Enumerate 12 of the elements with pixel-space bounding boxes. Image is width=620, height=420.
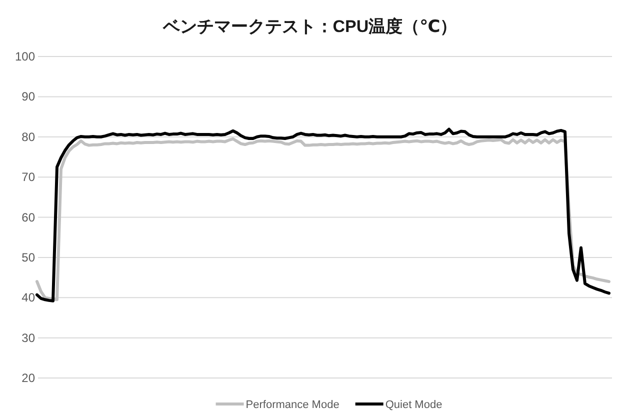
legend-label: Performance Mode — [246, 399, 340, 411]
ytick-label: 40 — [22, 290, 35, 305]
ytick-label: 50 — [22, 250, 35, 264]
ytick-label: 70 — [22, 170, 35, 184]
title: ベンチマークテスト：CPU温度（℃） — [162, 17, 458, 36]
ytick-label: 90 — [22, 90, 35, 104]
ytick-label: 100 — [14, 50, 35, 64]
ytick-label: 30 — [22, 330, 35, 345]
ytick-label: 60 — [22, 210, 35, 224]
ytick-label: 80 — [22, 130, 35, 144]
ytick-label: 20 — [22, 371, 35, 385]
legend-label: Quiet Mode — [385, 399, 442, 411]
